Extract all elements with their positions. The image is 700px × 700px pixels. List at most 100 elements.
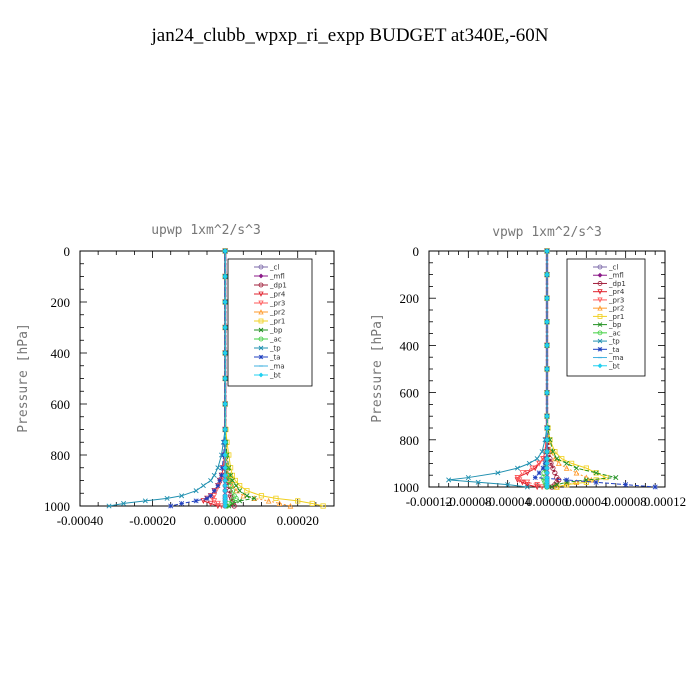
upwp-point-pr1 [273, 495, 279, 501]
vpwp-point-bt [544, 448, 550, 455]
vpwp-point-bt [544, 366, 550, 372]
upwp-point-bt [222, 452, 228, 458]
upwp-point-ta [219, 472, 224, 478]
vpwp-legend-label: _ac [608, 329, 621, 337]
upwp-point-bt [222, 375, 228, 382]
vpwp-legend-label: _pr2 [608, 305, 624, 313]
vpwp-legend-marker [597, 322, 603, 327]
vpwp-legend-marker [597, 272, 603, 278]
vpwp-legend-label: _ma [608, 354, 624, 362]
upwp-legend-label: _pr1 [269, 318, 285, 326]
upwp-legend-marker [258, 273, 264, 279]
upwp-y-tick-label: 1000 [44, 499, 70, 514]
upwp-point-bt [222, 299, 228, 305]
vpwp-point-ta [623, 482, 629, 488]
upwp-point-ta [179, 500, 185, 506]
upwp-point-pr1 [295, 498, 301, 504]
vpwp-point-bt [544, 248, 550, 254]
vpwp-point-pr3 [519, 470, 526, 476]
vpwp-point-pr2 [583, 474, 590, 481]
vpwp-legend-marker [597, 264, 603, 270]
upwp-x-tick-label: -0.00020 [129, 513, 176, 528]
vpwp-legend-label: _dp1 [608, 280, 626, 288]
vpwp-point-dp1 [550, 465, 556, 471]
vpwp-legend-label: _pr4 [608, 288, 625, 296]
vpwp-legend: _cl_mfl_dp1_pr4_pr3_pr2_pr1_bp_ac_tp_ta_… [566, 258, 646, 377]
vpwp-point-pr1 [559, 456, 565, 462]
upwp-point-ac [229, 488, 235, 494]
vpwp-point-tp [495, 470, 501, 476]
upwp-y-tick-label: 400 [51, 346, 71, 361]
upwp-point-tp [208, 477, 214, 484]
vpwp-point-tp [539, 449, 545, 455]
vpwp-legend-label: _ta [608, 346, 620, 354]
upwp-point-pr4 [207, 500, 214, 507]
upwp-point-bt [222, 273, 228, 280]
upwp-point-bt [222, 472, 228, 479]
upwp-point-pr2 [229, 482, 236, 489]
upwp-legend-box [227, 258, 313, 387]
upwp-legend-label: _pr2 [269, 309, 285, 317]
vpwp-point-pr2 [555, 460, 562, 466]
upwp-point-pr1 [320, 503, 326, 509]
upwp-point-tp [211, 472, 217, 478]
upwp-point-tp [164, 495, 170, 501]
vpwp-y-tick-label: 0 [413, 244, 420, 259]
upwp-y-tick-label: 0 [64, 244, 71, 259]
upwp-legend-label: _bp [269, 327, 283, 335]
upwp-legend-label: _dp1 [269, 282, 287, 290]
vpwp-point-pr3 [516, 477, 523, 484]
upwp-point-bt [222, 503, 228, 509]
vpwp-x-tick-label: -0.00012 [406, 494, 453, 509]
upwp-point-bt [222, 477, 228, 484]
upwp-point-pr4 [215, 503, 221, 510]
vpwp-y-axis-label: Pressure [hPa] [370, 313, 385, 423]
vpwp-legend-marker [597, 289, 603, 295]
upwp-point-pr2 [240, 492, 247, 499]
upwp-legend-label: _ma [269, 363, 285, 371]
vpwp-series-bt [544, 248, 550, 490]
upwp-point-pr2 [287, 502, 294, 509]
upwp-legend-marker [258, 372, 264, 378]
upwp-point-ac [227, 482, 234, 489]
upwp-point-ta [168, 503, 174, 509]
upwp-legend-marker [258, 309, 264, 315]
vpwp-y-tick-label: 400 [400, 338, 420, 353]
upwp-point-ta [204, 495, 210, 501]
upwp-legend-label: _pr4 [269, 291, 286, 299]
upwp-legend-marker [258, 291, 264, 297]
vpwp-x-tick-label: 0.00008 [605, 494, 647, 509]
vpwp-point-bp [613, 475, 619, 481]
upwp-point-tp [142, 498, 148, 504]
upwp-legend-marker [258, 300, 264, 306]
vpwp-point-tp [475, 479, 481, 485]
upwp-legend-label: _ac [269, 336, 282, 344]
vpwp-point-bt [544, 342, 550, 349]
vpwp-y-tick-label: 800 [400, 433, 420, 448]
vpwp-legend-marker [597, 363, 603, 369]
upwp-x-tick-label: 0.00000 [204, 513, 246, 528]
upwp-legend-label: _mfl [269, 273, 285, 281]
vpwp-x-tick-label: 0.00004 [565, 494, 608, 509]
upwp-point-bp [229, 477, 235, 484]
upwp-point-tp [215, 465, 221, 471]
vpwp-point-tp [534, 456, 540, 462]
vpwp-x-tick-label: 0.00012 [644, 494, 686, 509]
vpwp-point-pr3 [539, 484, 545, 491]
vpwp-chart: vpwp 1xm^2/s^3 Pressure [hPa] -0.00012-0… [370, 225, 686, 509]
upwp-point-dp1 [227, 493, 234, 499]
vpwp-legend-label: _bp [608, 321, 622, 329]
vpwp-legend-label: _bt [608, 362, 620, 370]
upwp-point-bp [251, 495, 257, 501]
vpwp-point-pr2 [573, 479, 580, 485]
upwp-legend-label: _tp [269, 345, 281, 353]
upwp-point-tp [121, 500, 127, 506]
vpwp-point-ta [536, 470, 542, 476]
vpwp-legend-marker [597, 313, 603, 319]
upwp-x-tick-label: -0.00040 [57, 513, 104, 528]
vpwp-point-pr4 [519, 479, 526, 486]
upwp-point-tp [179, 493, 185, 499]
upwp-series-tp [106, 248, 228, 509]
figure-title: jan24_clubb_wpxp_ri_expp BUDGET at340E,-… [150, 25, 548, 46]
